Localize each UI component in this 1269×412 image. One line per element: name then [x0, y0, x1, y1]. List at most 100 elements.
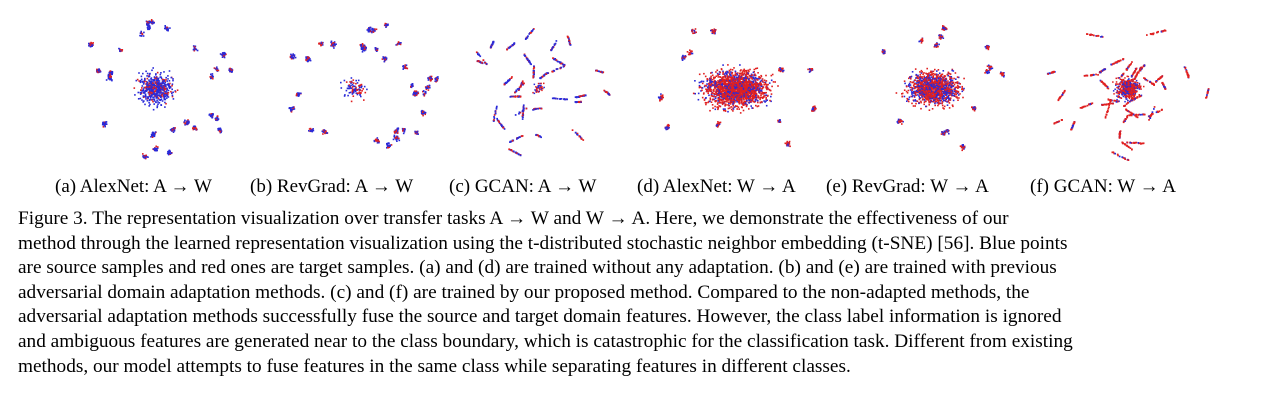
tsne-point: [145, 157, 147, 160]
tsne-point: [755, 81, 757, 83]
tsne-point: [734, 94, 737, 96]
tsne-point: [718, 121, 721, 124]
tsne-point: [705, 85, 708, 87]
tsne-point: [291, 106, 293, 109]
tsne-point: [574, 131, 577, 134]
tsne-point: [183, 121, 186, 123]
tsne-point: [719, 98, 721, 101]
tsne-point: [723, 100, 726, 103]
tsne-point: [158, 102, 161, 104]
tsne-point: [778, 69, 780, 72]
tsne-point: [559, 98, 561, 100]
tsne-point: [728, 102, 730, 105]
tsne-point: [722, 80, 725, 82]
tsne-point: [912, 84, 915, 87]
tsne-point: [580, 95, 583, 97]
tsne-point: [356, 92, 359, 94]
tsne-point: [948, 72, 951, 75]
tsne-point: [229, 67, 231, 70]
tsne-point: [219, 127, 222, 130]
tsne-point: [730, 89, 732, 92]
tsne-point: [402, 130, 404, 132]
tsne-point: [334, 44, 336, 47]
tsne-point: [949, 94, 951, 96]
tsne-point: [186, 122, 188, 124]
tsne-point: [711, 71, 713, 74]
tsne-point: [716, 72, 719, 75]
tsne-point: [230, 69, 233, 71]
tsne-point: [813, 105, 815, 108]
tsne-point: [393, 135, 395, 138]
tsne-point: [291, 108, 293, 111]
tsne-point: [366, 88, 368, 91]
tsne-point: [495, 108, 498, 110]
tsne-point: [143, 155, 145, 157]
tsne-point: [384, 58, 387, 61]
tsne-point: [156, 89, 158, 91]
tsne-point: [780, 68, 782, 71]
tsne-point: [936, 73, 938, 76]
tsne-point: [512, 150, 515, 153]
tsne-point: [814, 107, 817, 110]
tsne-point: [344, 94, 346, 96]
tsne-point: [766, 86, 769, 89]
tsne-point: [139, 32, 142, 34]
tsne-point: [735, 79, 737, 82]
tsne-point: [171, 83, 174, 85]
tsne-point: [540, 136, 542, 139]
tsne-point: [740, 74, 743, 77]
tsne-point: [732, 99, 735, 102]
tsne-point: [326, 132, 329, 134]
tsne-point: [766, 88, 768, 91]
tsne-point: [722, 94, 725, 96]
tsne-point: [154, 87, 156, 89]
tsne-point: [158, 91, 160, 93]
tsne-point: [576, 132, 579, 135]
tsne-point: [682, 57, 685, 59]
tsne-point: [485, 62, 488, 65]
tsne-point: [714, 80, 716, 82]
tsne-point: [729, 76, 732, 79]
tsne-point: [352, 82, 355, 84]
tsne-point: [731, 69, 734, 71]
tsne-point: [743, 81, 745, 83]
tsne-point: [747, 94, 750, 96]
tsne-point: [733, 79, 735, 81]
tsne-point: [290, 110, 292, 112]
tsne-point: [911, 93, 913, 95]
tsne-point: [754, 98, 757, 101]
tsne-point: [761, 78, 764, 80]
tsne-point: [144, 87, 146, 89]
tsne-point: [731, 71, 734, 74]
tsne-point: [168, 85, 170, 87]
tsne-point: [729, 73, 731, 75]
tsne-point: [503, 82, 506, 85]
tsne-point: [149, 95, 152, 98]
tsne-point: [163, 93, 166, 96]
tsne-point: [517, 137, 520, 139]
tsne-point: [119, 50, 121, 52]
tsne-point: [121, 49, 124, 51]
tsne-point: [721, 84, 724, 86]
tsne-point: [688, 51, 691, 54]
tsne-point: [951, 68, 954, 71]
tsne-point: [348, 87, 351, 90]
tsne-point: [184, 124, 186, 126]
tsne-point: [728, 89, 731, 92]
tsne-point: [664, 127, 667, 129]
tsne-point: [141, 33, 144, 35]
tsne-point: [741, 85, 744, 87]
tsne-point: [143, 80, 146, 83]
tsne-point: [157, 103, 159, 105]
tsne-point: [108, 71, 111, 74]
tsne-point: [924, 79, 927, 81]
tsne-point: [111, 73, 113, 76]
tsne-point: [720, 95, 722, 98]
tsne-point: [494, 112, 497, 115]
tsne-point: [724, 103, 727, 105]
tsne-point: [559, 61, 562, 64]
tsne-point: [413, 94, 416, 97]
tsne-point: [147, 21, 150, 23]
tsne-point: [736, 105, 738, 108]
tsne-point: [523, 54, 526, 56]
